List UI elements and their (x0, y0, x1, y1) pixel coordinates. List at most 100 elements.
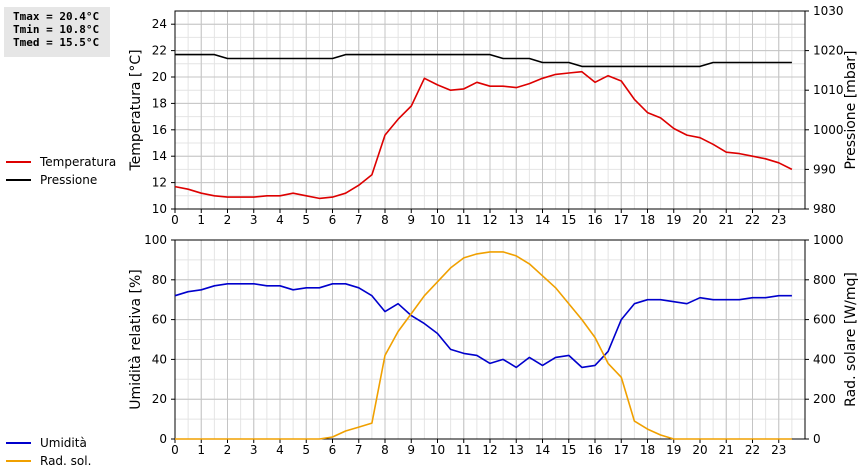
legend-label: Temperatura (40, 155, 117, 169)
y-tick-label-left: 14 (152, 149, 167, 163)
humidity-radiation-chart: 0 1 2 3 4 5 6 7 8 9 10 11 12 13 14 15 16 17 18 19 20 21 22 2302… (128, 233, 859, 457)
charts: 0 1 2 3 4 5 6 7 8 9 10 11 12 13 14 15 16 17 18 19 20 21 22 2310… (128, 4, 859, 457)
x-tick-label: 6 (329, 213, 337, 227)
y-tick-label-left: 80 (152, 273, 167, 287)
temperature-pressure-chart: 0 1 2 3 4 5 6 7 8 9 10 11 12 13 14 15 16 17 18 19 20 21 22 2310… (128, 4, 859, 227)
x-tick-label: 23 (771, 443, 786, 457)
y-tick-label-left: 16 (152, 123, 167, 137)
x-tick-label: 0 (171, 443, 179, 457)
y-tick-label-right: 800 (813, 273, 836, 287)
y-tick-label-right: 400 (813, 352, 836, 366)
y-tick-label-right: 1030 (813, 4, 844, 18)
stats-box: Tmax = 20.4°C Tmin = 10.8°C Tmed = 15.5°… (4, 7, 110, 57)
series-line-temperatura (174, 70, 793, 200)
x-tick-label: 18 (640, 443, 655, 457)
x-tick-label: 20 (692, 213, 707, 227)
x-tick-label: 12 (482, 443, 497, 457)
x-tick-label: 17 (614, 443, 629, 457)
x-tick-label: 9 (407, 213, 415, 227)
x-tick-label: 4 (276, 443, 284, 457)
x-tick-label: 15 (561, 213, 576, 227)
x-tick-label: 8 (381, 213, 389, 227)
legend-item-pressione: Pressione (6, 171, 116, 189)
x-tick-label: 17 (614, 213, 629, 227)
y-tick-label-right: 1020 (813, 44, 844, 58)
x-tick-label: 3 (250, 443, 258, 457)
y-tick-label-right: 200 (813, 392, 836, 406)
y-tick-label-right: 600 (813, 313, 836, 327)
tmax-label: Tmax = 20.4°C (13, 10, 100, 23)
x-tick-label: 7 (355, 443, 363, 457)
x-tick-label: 10 (430, 213, 445, 227)
y-tick-label-left: 10 (152, 202, 167, 216)
series-line-rad-sol (175, 251, 792, 440)
y-tick-label-right: 980 (813, 202, 836, 216)
y-tick-label-left: 40 (152, 352, 167, 366)
legend-item-umidita: Umidità (6, 434, 91, 452)
x-tick-label: 18 (640, 213, 655, 227)
x-tick-label: 5 (302, 213, 310, 227)
legend-label: Pressione (40, 173, 98, 187)
y-axis-label-left: Umidità relativa [%] (128, 269, 144, 410)
x-tick-label: 21 (719, 443, 734, 457)
y-tick-label-left: 22 (152, 44, 167, 58)
x-tick-label: 20 (692, 443, 707, 457)
y-tick-label-left: 60 (152, 313, 167, 327)
y-tick-label-right: 1010 (813, 83, 844, 97)
series-line-pressione (175, 53, 792, 68)
x-tick-label: 10 (430, 443, 445, 457)
tmed-label: Tmed = 15.5°C (13, 36, 100, 49)
legend-top: Temperatura Pressione (6, 153, 116, 189)
x-tick-label: 14 (535, 443, 550, 457)
x-tick-label: 7 (355, 213, 363, 227)
x-tick-label: 2 (224, 443, 232, 457)
x-tick-label: 22 (745, 443, 760, 457)
x-tick-label: 16 (587, 443, 602, 457)
x-tick-label: 2 (224, 213, 232, 227)
x-tick-label: 22 (745, 213, 760, 227)
x-tick-label: 15 (561, 443, 576, 457)
x-tick-label: 4 (276, 213, 284, 227)
x-tick-label: 11 (456, 213, 471, 227)
x-tick-label: 12 (482, 213, 497, 227)
x-tick-label: 13 (509, 213, 524, 227)
y-tick-label-left: 20 (152, 70, 167, 84)
y-tick-label-right: 990 (813, 162, 836, 176)
x-tick-label: 14 (535, 213, 550, 227)
legend-label: Umidità (40, 436, 87, 450)
x-tick-label: 8 (381, 443, 389, 457)
y-tick-label-right: 1000 (813, 123, 844, 137)
x-tick-label: 19 (666, 443, 681, 457)
y-tick-label-left: 18 (152, 96, 167, 110)
series-line-umidit (174, 282, 792, 369)
x-tick-label: 6 (329, 443, 337, 457)
x-tick-label: 21 (719, 213, 734, 227)
x-tick-label: 23 (771, 213, 786, 227)
x-tick-label: 0 (171, 213, 179, 227)
legend-swatch (6, 460, 31, 462)
legend-swatch (6, 179, 31, 181)
y-tick-label-left: 0 (159, 432, 167, 446)
legend-item-temperatura: Temperatura (6, 153, 116, 171)
x-tick-label: 5 (302, 443, 310, 457)
y-axis-label-right: Rad. solare [W/mq] (843, 272, 859, 407)
x-tick-label: 1 (197, 213, 205, 227)
y-axis-label-left: Temperatura [°C] (128, 49, 144, 171)
y-tick-label-right: 1000 (813, 233, 844, 247)
y-tick-label-left: 12 (152, 176, 167, 190)
legend-swatch (6, 161, 31, 163)
x-tick-label: 19 (666, 213, 681, 227)
y-tick-label-right: 0 (813, 432, 821, 446)
legend-swatch (6, 442, 31, 444)
x-tick-label: 16 (587, 213, 602, 227)
x-tick-label: 3 (250, 213, 258, 227)
y-tick-label-left: 24 (152, 17, 167, 31)
x-tick-label: 9 (407, 443, 415, 457)
y-axis-label-right: Pressione [mbar] (843, 50, 859, 169)
x-tick-label: 1 (197, 443, 205, 457)
y-tick-label-left: 20 (152, 392, 167, 406)
y-tick-label-left: 100 (144, 233, 167, 247)
tmin-label: Tmin = 10.8°C (13, 23, 100, 36)
x-tick-label: 13 (509, 443, 524, 457)
x-tick-label: 11 (456, 443, 471, 457)
